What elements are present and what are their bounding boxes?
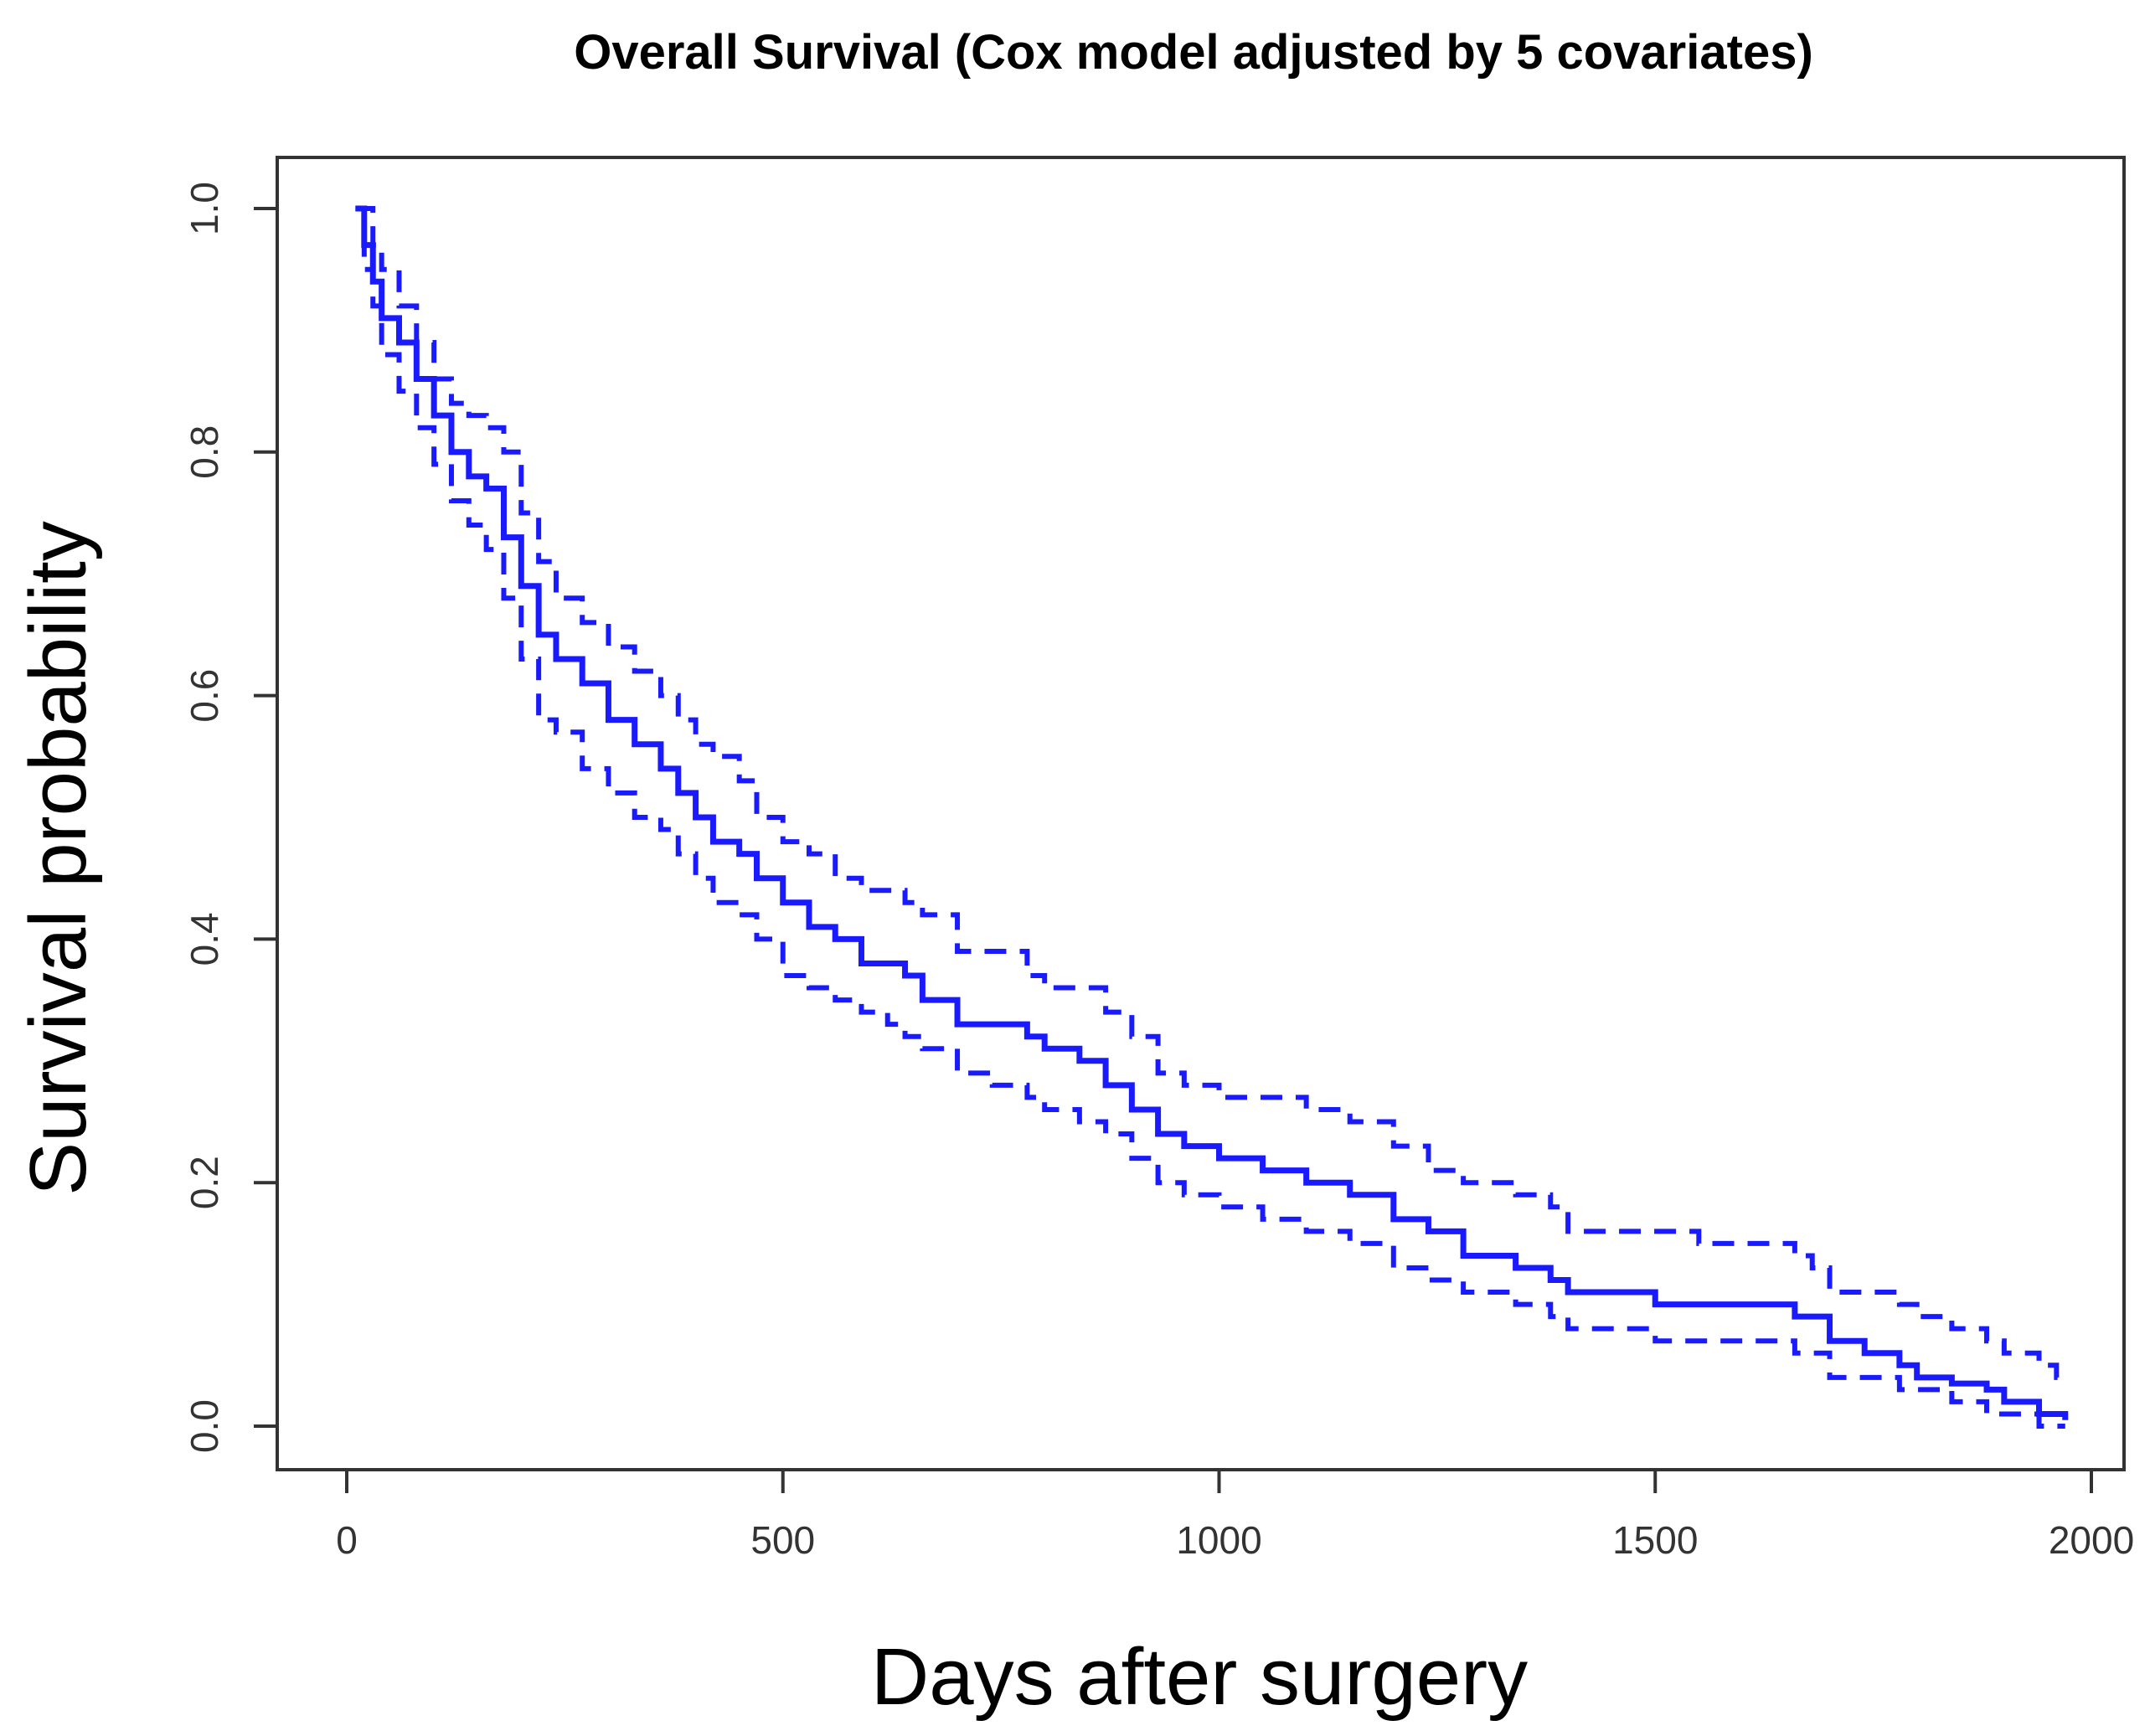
y-axis: 0.0 0.2 0.4 0.6 0.8 1.0 xyxy=(183,182,279,1453)
y-tick-label: 0.4 xyxy=(183,912,226,966)
y-tick-label: 0.8 xyxy=(183,425,226,479)
plot-frame xyxy=(276,156,2126,1471)
survival-curve xyxy=(355,205,2069,1420)
y-tick-label: 0.6 xyxy=(183,669,226,723)
y-axis-label: Survival probability xyxy=(13,521,103,1196)
y-tick-label: 1.0 xyxy=(183,182,226,235)
upper-confidence-line xyxy=(355,206,2065,1380)
chart-title: Overall Survival (Cox model adjusted by … xyxy=(574,25,1813,80)
x-axis-label: Days after surgery xyxy=(871,1632,1528,1722)
x-tick-label: 2000 xyxy=(2049,1518,2134,1562)
y-tick-label: 0.0 xyxy=(183,1399,226,1453)
x-tick-label: 1500 xyxy=(1612,1518,1698,1562)
x-axis: 0 500 1000 1500 2000 xyxy=(336,1468,2134,1562)
x-tick-label: 0 xyxy=(336,1518,358,1562)
lower-confidence-line xyxy=(355,206,2065,1429)
x-tick-label: 1000 xyxy=(1176,1518,1261,1562)
y-tick-label: 0.2 xyxy=(183,1156,226,1209)
x-tick-label: 500 xyxy=(750,1518,815,1562)
series-lines xyxy=(355,205,2069,1429)
